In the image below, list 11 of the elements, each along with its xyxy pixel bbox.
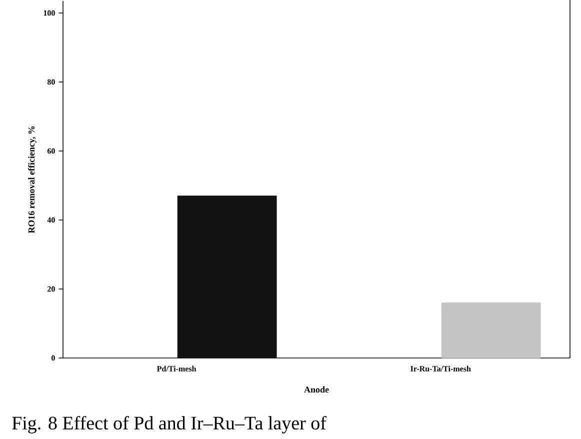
y-tick-label: 40 — [47, 217, 55, 223]
x-tick-label: Pd/Ti-mesh — [156, 366, 196, 372]
x-tick-label: Ir-Ru-Ta/Ti-mesh — [410, 366, 471, 372]
y-tick-label: 80 — [47, 79, 55, 85]
caption: Fig. 8 Effect of Pd and Ir–Ru–Ta layer of — [12, 416, 326, 434]
y-tick-label: 20 — [48, 286, 55, 292]
y-tick-label: 100 — [44, 10, 55, 16]
y-axis-title: RO16 removal efficiency, % — [28, 126, 36, 234]
x-axis-title: Anode — [304, 386, 329, 393]
y-tick-label: 60 — [47, 148, 55, 154]
y-tick-label: 0 — [52, 355, 55, 361]
